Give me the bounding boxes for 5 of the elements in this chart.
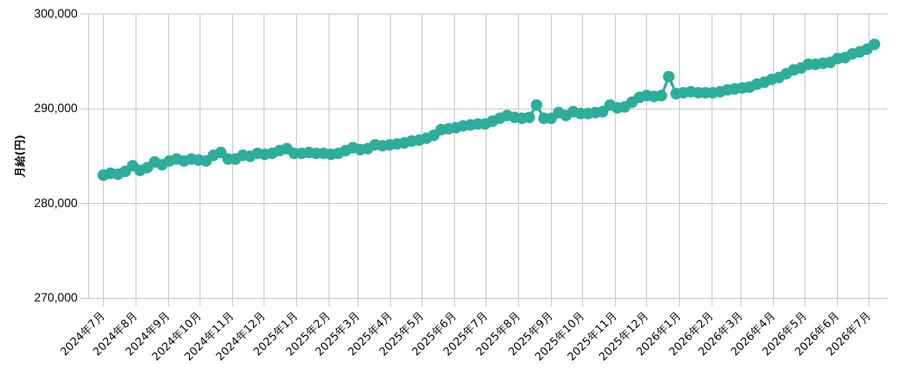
- y-tick-label: 270,000: [34, 290, 78, 305]
- y-axis-title: 月給(円): [13, 134, 26, 179]
- y-tick-label: 300,000: [34, 6, 78, 20]
- y-tick-label: 280,000: [34, 196, 78, 210]
- y-tick-label: 290,000: [34, 101, 78, 116]
